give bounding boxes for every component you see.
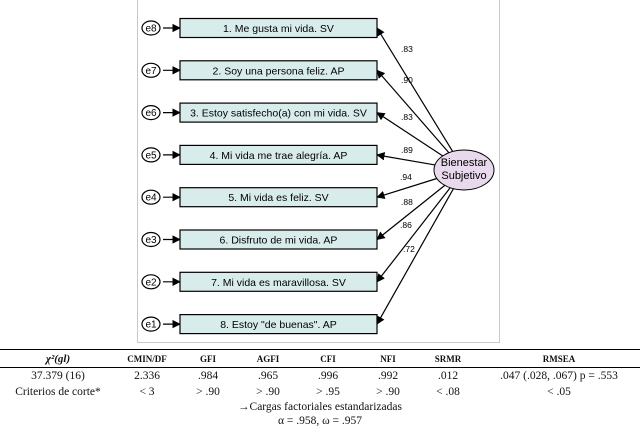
value-srmr: .012	[437, 370, 459, 382]
item-box-8	[179, 314, 378, 335]
value-rmsea: .047 (.028, .067) p = .553	[500, 370, 618, 382]
item-label-2: 2. Soy una persona feliz. AP	[213, 65, 345, 77]
loading-path-7	[376, 187, 451, 283]
item-label-1: 1. Me gusta mi vida. SV	[223, 23, 334, 35]
loading-label-1: .83	[401, 44, 413, 54]
error-label-5: e4	[145, 193, 157, 204]
error-label-3: e6	[145, 108, 157, 119]
error-circle-7	[141, 274, 161, 290]
fit-criteria-row: Criterios de corte* < 3 > .90 > .90 > .9…	[0, 384, 640, 400]
error-label-1: e8	[145, 24, 157, 35]
factor-label-line1: Bienestar	[441, 157, 488, 169]
error-label-2: e7	[145, 66, 157, 77]
header-agfi: AGFI	[238, 349, 298, 368]
error-circle-1	[141, 20, 161, 36]
value-agfi: .965	[257, 370, 279, 382]
loading-path-1	[376, 27, 454, 152]
loading-label-5: .94	[400, 172, 412, 182]
item-label-4: 4. Mi vida me trae alegría. AP	[210, 150, 348, 162]
item-label-8: 8. Estoy "de buenas". AP	[220, 319, 337, 331]
loading-path-4	[376, 152, 436, 166]
value-gfi: .984	[197, 370, 219, 382]
value-nfi: .992	[377, 370, 399, 382]
header-cmin-df: CMIN/DF	[116, 349, 178, 368]
loading-label-8: .72	[403, 244, 415, 254]
fit-header-row: χ²(gl) CMIN/DF GFI AGFI CFI NFI SRMR RMS…	[0, 349, 640, 368]
item-box-3	[179, 102, 378, 123]
item-label-5: 5. Mi vida es feliz. SV	[228, 192, 328, 204]
reliability-note: α = .958, ω = .957	[277, 415, 363, 427]
loadings-note: →Cargas factoriales estandarizadas	[238, 401, 402, 413]
factor-label-line2: Subjetivo	[441, 170, 486, 182]
criteria-agfi: > .90	[256, 386, 280, 398]
criteria-srmr: < .08	[436, 386, 460, 398]
loading-label-4: .89	[401, 145, 413, 155]
fit-values-row: 37.379 (16) 2.336 .984 .965 .996 .992 .0…	[0, 368, 640, 385]
item-label-6: 6. Disfruto de mi vida. AP	[220, 235, 338, 247]
loading-label-2: .90	[401, 75, 413, 85]
error-circle-5	[141, 189, 161, 205]
header-gfi: GFI	[178, 349, 238, 368]
criteria-label: Criterios de corte*	[15, 386, 101, 398]
item-box-6	[179, 229, 378, 250]
criteria-cmin-df: < 3	[139, 386, 155, 398]
item-box-7	[179, 271, 378, 292]
error-circle-4	[141, 147, 161, 163]
loading-label-3: .83	[401, 112, 413, 122]
error-label-4: e5	[145, 150, 157, 161]
factor-ellipse	[433, 149, 495, 191]
value-chi2: 37.379 (16)	[31, 370, 85, 382]
header-nfi: NFI	[358, 349, 418, 368]
loading-path-2	[376, 69, 450, 154]
sem-diagram: .83 .90 .83 .89 .94 .88 .86 .72 e8 1. Me gusta m…	[141, 17, 495, 335]
item-box-1	[179, 17, 378, 39]
fit-indices-table: χ²(gl) CMIN/DF GFI AGFI CFI NFI SRMR RMS…	[0, 349, 640, 400]
header-cfi: CFI	[298, 349, 358, 368]
item-label-3: 3. Estoy satisfecho(a) con mi vida. SV	[190, 108, 367, 120]
loading-path-8	[376, 188, 454, 325]
item-box-4	[179, 144, 378, 165]
error-circle-8	[141, 316, 161, 332]
criteria-cfi: > .95	[316, 386, 340, 398]
criteria-nfi: > .90	[376, 386, 400, 398]
loading-path-5	[376, 177, 438, 199]
loading-path-6	[376, 184, 446, 241]
item-box-2	[179, 60, 378, 81]
fit-indices-section: χ²(gl) CMIN/DF GFI AGFI CFI NFI SRMR RMS…	[0, 349, 640, 433]
error-circle-6	[141, 231, 161, 248]
header-chi2: χ²(gl)	[0, 349, 116, 368]
factor-node: Bienestar Subjetivo	[433, 149, 495, 191]
loading-path-3	[376, 112, 444, 157]
header-rmsea: RMSEA	[478, 349, 640, 368]
error-label-8: e1	[145, 320, 157, 331]
error-circle-3	[141, 104, 161, 121]
error-label-7: e2	[145, 277, 157, 288]
error-label-6: e3	[145, 235, 157, 246]
loading-label-7: .86	[400, 220, 412, 230]
criteria-gfi: > .90	[196, 386, 220, 398]
loading-label-6: .88	[401, 197, 413, 207]
error-circle-2	[141, 62, 161, 78]
header-srmr: SRMR	[418, 349, 478, 368]
item-box-5	[179, 187, 378, 208]
item-label-7: 7. Mi vida es maravillosa. SV	[211, 277, 346, 289]
value-cmin-df: 2.336	[134, 370, 160, 382]
value-cfi: .996	[317, 370, 339, 382]
criteria-rmsea: < .05	[547, 386, 571, 398]
